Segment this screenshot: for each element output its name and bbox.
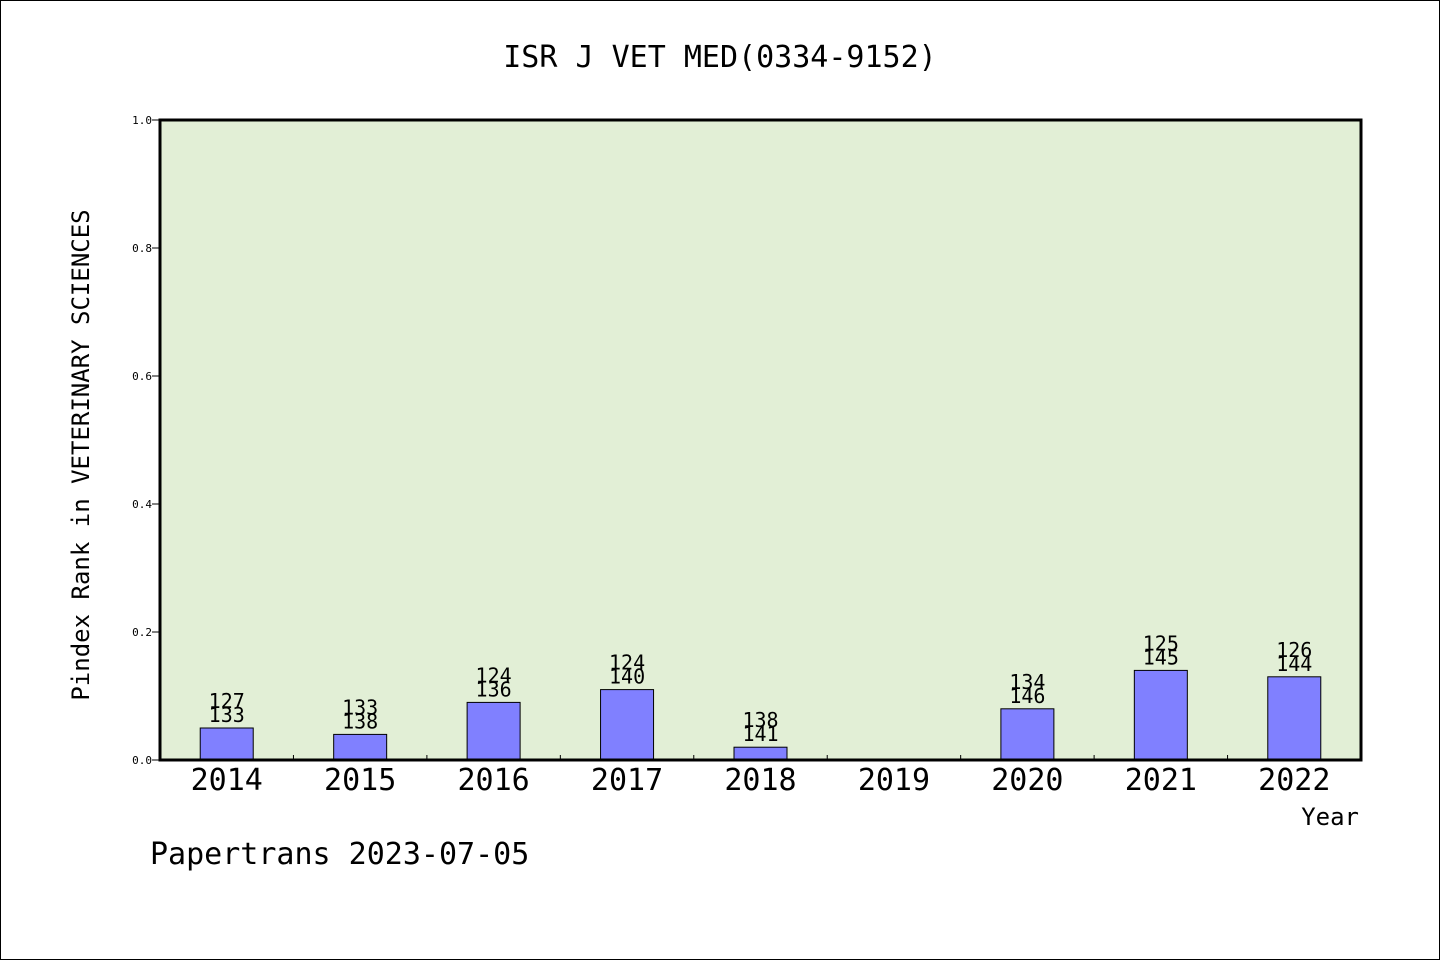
- y-tick-label: 0.8: [132, 242, 152, 255]
- bar-label-top: 124: [476, 663, 512, 687]
- bar-label-bottom: 144: [1276, 652, 1312, 676]
- y-tick-group: 0.0 0.2 0.4 0.6 0.8 1.0: [132, 114, 160, 767]
- bar-label-top: 125: [1143, 631, 1179, 655]
- y-tick-label: 0.2: [132, 626, 152, 639]
- bar: [733, 746, 788, 761]
- bar-label-bottom: 138: [342, 709, 378, 733]
- bar: [600, 689, 655, 761]
- chart-title: ISR J VET MED(0334-9152): [503, 40, 936, 75]
- bar-label-bottom: 133: [209, 703, 245, 727]
- x-tick-group: 2014 2015 2016 2017 2018 2019 2020 2021 2022: [191, 755, 1330, 798]
- bar-label-bottom: 136: [476, 677, 512, 701]
- bar-label-top: 133: [342, 695, 378, 719]
- x-tick-label: 2016: [457, 763, 529, 798]
- y-tick-label: 0.6: [132, 370, 152, 383]
- bar: [333, 733, 388, 761]
- bar: [1133, 669, 1188, 761]
- x-axis-label: Year: [1301, 803, 1359, 831]
- x-tick-label: 2019: [858, 763, 930, 798]
- bar-label-top: 126: [1276, 638, 1312, 662]
- bar-label-bottom: 145: [1143, 645, 1179, 669]
- bar-label-top: 124: [609, 651, 645, 675]
- x-tick-label: 2022: [1258, 763, 1330, 798]
- x-tick-label: 2018: [724, 763, 796, 798]
- bar-label-top: 138: [742, 708, 778, 732]
- y-tick-label: 0.0: [132, 754, 152, 767]
- y-tick-label: 0.4: [132, 498, 152, 511]
- bar: [466, 701, 521, 761]
- bar-label-top: 134: [1009, 670, 1045, 694]
- x-tick-label: 2015: [324, 763, 396, 798]
- bar: [199, 727, 254, 761]
- x-tick-label: 2021: [1125, 763, 1197, 798]
- y-axis-label: Pindex Rank in VETERINARY SCIENCES: [67, 209, 95, 700]
- plot-area: [160, 120, 1361, 760]
- bar: [1000, 708, 1055, 761]
- x-tick-label: 2020: [991, 763, 1063, 798]
- y-tick-label: 1.0: [132, 114, 152, 127]
- bar-label-bottom: 141: [742, 722, 778, 746]
- footer-credit: Papertrans 2023-07-05: [150, 837, 529, 872]
- plot-border: [158, 118, 1363, 762]
- x-tick-label: 2014: [191, 763, 263, 798]
- bar-label-top: 127: [209, 689, 245, 713]
- bar-label-bottom: 140: [609, 665, 645, 689]
- x-tick-label: 2017: [591, 763, 663, 798]
- bar-label-bottom: 146: [1009, 684, 1045, 708]
- bar: [1267, 676, 1322, 761]
